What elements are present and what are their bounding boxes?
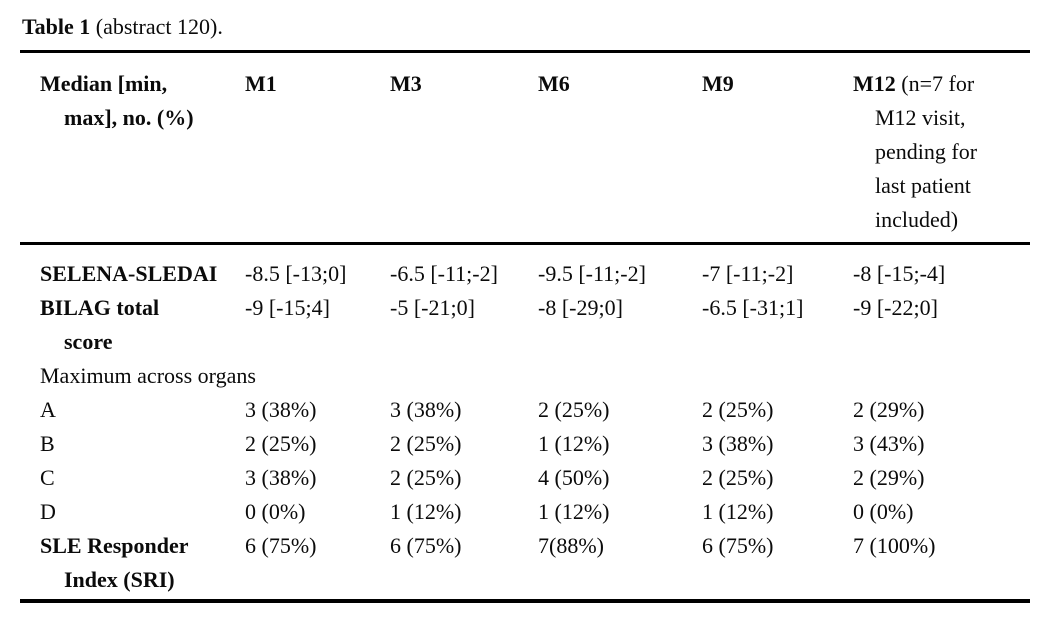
column-header-m1: M1 [245,51,390,245]
cell-m3: 3 (38%) [390,397,462,422]
row-label: B [40,431,55,456]
cell-m1: 3 (38%) [245,397,317,422]
m12-label: M12 [853,71,896,96]
cell-m6: 4 (50%) [538,465,610,490]
cell-m12: 2 (29%) [853,465,925,490]
column-header-median: Median [min, max], no. (%) [20,51,245,245]
row-label: BILAG total score [40,295,160,354]
table-row-d: D 0 (0%) 1 (12%) 1 (12%) 1 (12%) 0 (0%) [20,495,1030,529]
table-row-c: C 3 (38%) 2 (25%) 4 (50%) 2 (25%) 2 (29%… [20,461,1030,495]
cell-m1: 2 (25%) [245,431,317,456]
cell-m3: 2 (25%) [390,431,462,456]
cell-m3: -5 [-21;0] [390,295,475,320]
row-label: SLE Responder Index (SRI) [40,533,189,592]
caption-suffix: (abstract 120). [90,14,223,39]
cell-m1: -8.5 [-13;0] [245,261,347,286]
cell-m9: 1 (12%) [702,499,774,524]
cell-m6: -9.5 [-11;-2] [538,261,646,286]
row-label: SELENA-SLEDAI [40,261,218,286]
cell-m9: 6 (75%) [702,533,774,558]
caption-title: Table 1 [22,14,91,39]
table-row-a: A 3 (38%) 3 (38%) 2 (25%) 2 (25%) 2 (29%… [20,393,1030,427]
table-row-sle-responder-index: SLE Responder Index (SRI) 6 (75%) 6 (75%… [20,529,1030,601]
cell-m9: -7 [-11;-2] [702,261,794,286]
section-label: Maximum across organs [40,363,256,388]
cell-m12: 3 (43%) [853,431,925,456]
table-caption: Table 1 (abstract 120). [22,10,1030,44]
table-row-selena-sledai: SELENA-SLEDAI -8.5 [-13;0] -6.5 [-11;-2]… [20,244,1030,292]
cell-m3: 1 (12%) [390,499,462,524]
column-header-m6: M6 [538,51,702,245]
table-row-section-maximum-across-organs: Maximum across organs [20,359,1030,393]
column-header-m3: M3 [390,51,538,245]
cell-m6: 1 (12%) [538,499,610,524]
cell-m6: -8 [-29;0] [538,295,623,320]
cell-m6: 1 (12%) [538,431,610,456]
cell-m12: -8 [-15;-4] [853,261,946,286]
cell-m9: -6.5 [-31;1] [702,295,804,320]
table-header: Median [min, max], no. (%) M1 M3 M6 M9 M… [20,51,1030,245]
cell-m1: 3 (38%) [245,465,317,490]
cell-m1: 0 (0%) [245,499,306,524]
cell-m12: 0 (0%) [853,499,914,524]
table-row-bilag: BILAG total score -9 [-15;4] -5 [-21;0] … [20,291,1030,359]
table-body: SELENA-SLEDAI -8.5 [-13;0] -6.5 [-11;-2]… [20,244,1030,602]
table-row-b: B 2 (25%) 2 (25%) 1 (12%) 3 (38%) 3 (43%… [20,427,1030,461]
cell-m1: 6 (75%) [245,533,317,558]
cell-m3: 2 (25%) [390,465,462,490]
row-label: A [40,397,56,422]
cell-m12: 2 (29%) [853,397,925,422]
cell-m6: 2 (25%) [538,397,610,422]
data-table: Median [min, max], no. (%) M1 M3 M6 M9 M… [20,50,1030,603]
column-header-m12: M12 (n=7 for M12 visit, pending for last… [853,51,1030,245]
cell-m9: 2 (25%) [702,465,774,490]
header-row: Median [min, max], no. (%) M1 M3 M6 M9 M… [20,51,1030,245]
row-label: D [40,499,56,524]
cell-m6: 7(88%) [538,533,604,558]
m12-note: (n=7 for M12 visit, pending for last pat… [875,71,978,232]
cell-m12: -9 [-22;0] [853,295,938,320]
cell-m12: 7 (100%) [853,533,936,558]
column-header-m9: M9 [702,51,853,245]
cell-m9: 2 (25%) [702,397,774,422]
cell-m1: -9 [-15;4] [245,295,330,320]
row-label: C [40,465,55,490]
cell-m3: -6.5 [-11;-2] [390,261,498,286]
cell-m9: 3 (38%) [702,431,774,456]
cell-m3: 6 (75%) [390,533,462,558]
